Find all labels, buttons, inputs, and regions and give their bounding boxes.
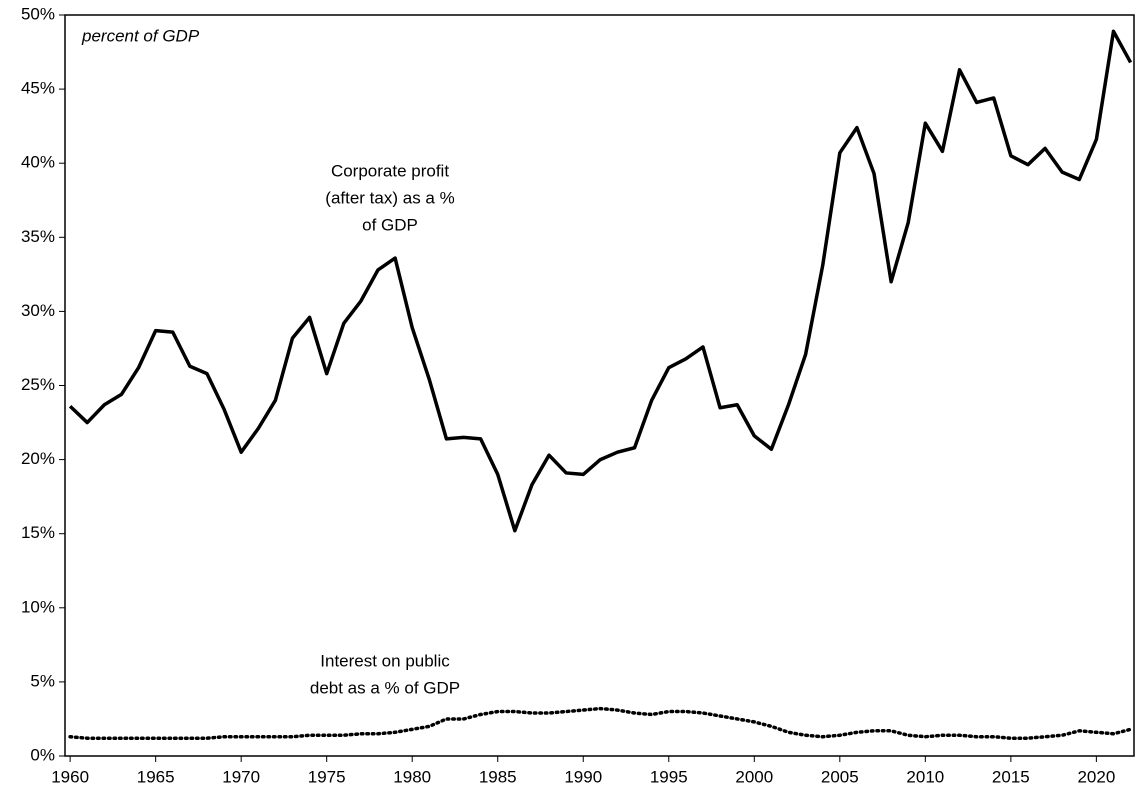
y-tick-label: 50% [21, 4, 55, 23]
x-tick-label: 2015 [992, 767, 1030, 786]
axis-unit-note: percent of GDP [81, 26, 200, 45]
y-tick-label: 20% [21, 449, 55, 468]
y-tick-label: 30% [21, 301, 55, 320]
series-annotation: of GDP [362, 215, 418, 234]
y-tick-label: 40% [21, 153, 55, 172]
series-annotation: debt as a % of GDP [310, 678, 460, 697]
y-tick-label: 25% [21, 375, 55, 394]
series-line [68, 29, 1133, 533]
x-tick-label: 1990 [564, 767, 602, 786]
x-tick-label: 2005 [821, 767, 859, 786]
y-tick-label: 5% [30, 671, 55, 690]
x-tick-label: 1970 [222, 767, 260, 786]
x-tick-label: 1960 [51, 767, 89, 786]
y-tick-label: 35% [21, 227, 55, 246]
series-annotation: Corporate profit [331, 161, 449, 180]
series-annotation: Interest on public [320, 651, 450, 670]
series-annotation: (after tax) as a % [325, 188, 454, 207]
x-tick-label: 1975 [308, 767, 346, 786]
y-tick-label: 15% [21, 523, 55, 542]
x-tick-label: 2010 [906, 767, 944, 786]
y-tick-label: 10% [21, 597, 55, 616]
y-tick-label: 45% [21, 79, 55, 98]
x-tick-label: 2000 [735, 767, 773, 786]
series-line [68, 706, 1133, 740]
x-tick-label: 1985 [479, 767, 517, 786]
y-tick-label: 0% [30, 745, 55, 764]
x-tick-label: 1965 [137, 767, 175, 786]
x-tick-label: 2020 [1077, 767, 1115, 786]
plot-frame [64, 14, 1135, 757]
x-tick-label: 1980 [393, 767, 431, 786]
x-tick-label: 1995 [650, 767, 688, 786]
